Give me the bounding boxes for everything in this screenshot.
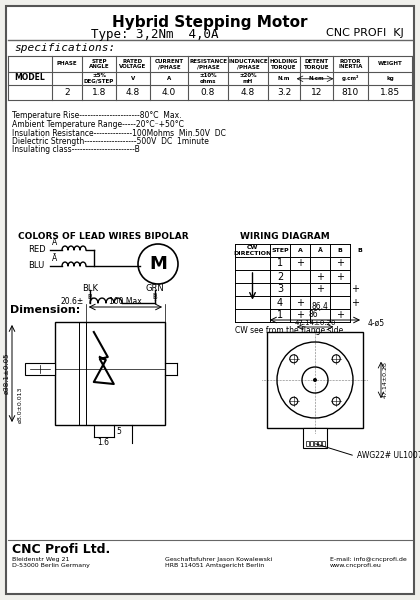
Bar xyxy=(55,322,165,425)
Text: ø8.0±0.013: ø8.0±0.013 xyxy=(18,387,23,423)
Circle shape xyxy=(313,378,317,382)
Text: MODEL: MODEL xyxy=(15,73,45,82)
Text: Dimension:: Dimension: xyxy=(10,305,80,315)
Text: kg: kg xyxy=(386,76,394,81)
Text: Geschaftsfuhrer Jason Kowalewski
HRB 114051 Amtsgericht Berlin: Geschaftsfuhrer Jason Kowalewski HRB 114… xyxy=(165,557,273,568)
Text: +: + xyxy=(351,298,359,307)
Text: ø38.1±0.05: ø38.1±0.05 xyxy=(4,353,10,394)
Text: Temperature Rise----------------------80°C  Max.: Temperature Rise----------------------80… xyxy=(12,112,181,121)
Text: COLORS OF LEAD WIRES BIPOLAR: COLORS OF LEAD WIRES BIPOLAR xyxy=(18,232,189,241)
Text: 3: 3 xyxy=(277,284,283,295)
Text: B̅: B̅ xyxy=(152,294,158,300)
Text: 1: 1 xyxy=(277,311,283,320)
Text: specifications:: specifications: xyxy=(14,43,115,53)
Text: B: B xyxy=(88,294,92,300)
Text: 20.6±: 20.6± xyxy=(60,297,84,306)
Text: 100 Max: 100 Max xyxy=(109,297,142,306)
Text: GRN: GRN xyxy=(146,284,164,293)
Text: B: B xyxy=(338,248,342,253)
Text: 3.2: 3.2 xyxy=(277,88,291,97)
Text: Dielectric Strength-------------------500V  DC  1minute: Dielectric Strength-------------------50… xyxy=(12,137,209,146)
Text: 4.8: 4.8 xyxy=(126,88,140,97)
Text: CNC Profi Ltd.: CNC Profi Ltd. xyxy=(12,543,110,556)
Text: 86´: 86´ xyxy=(308,310,322,319)
Text: Insulating class-----------------------B: Insulating class-----------------------B xyxy=(12,145,140,154)
Text: WEIGHT: WEIGHT xyxy=(378,61,402,67)
Text: M: M xyxy=(149,255,167,273)
Text: E-mail: info@cncprofi.de
www.cncprofi.eu: E-mail: info@cncprofi.de www.cncprofi.eu xyxy=(330,557,407,568)
Text: 1: 1 xyxy=(277,259,283,269)
Text: ±20%
mH: ±20% mH xyxy=(239,73,257,83)
Text: Ā: Ā xyxy=(52,254,57,263)
Text: 5: 5 xyxy=(116,427,121,436)
Text: 1.8: 1.8 xyxy=(92,88,106,97)
Text: PHASE: PHASE xyxy=(57,61,77,67)
Text: +: + xyxy=(296,311,304,320)
Text: N.m: N.m xyxy=(278,76,290,81)
Text: Ā: Ā xyxy=(318,248,323,253)
Text: B̅: B̅ xyxy=(357,248,362,253)
Text: A: A xyxy=(167,76,171,81)
Text: 2: 2 xyxy=(64,88,70,97)
Text: 12: 12 xyxy=(311,88,322,97)
Text: 0.8: 0.8 xyxy=(201,88,215,97)
Text: +: + xyxy=(296,259,304,269)
Text: AWG22# UL1007: AWG22# UL1007 xyxy=(357,451,420,461)
Text: BLK: BLK xyxy=(82,284,98,293)
Text: 810: 810 xyxy=(342,88,359,97)
Text: HOLDING
TORQUE: HOLDING TORQUE xyxy=(270,59,298,70)
Text: +: + xyxy=(296,298,304,307)
Text: 4.0: 4.0 xyxy=(162,88,176,97)
Text: 86.4: 86.4 xyxy=(312,302,328,311)
Text: 2: 2 xyxy=(277,271,283,281)
Bar xyxy=(305,441,309,446)
Text: ±10%
ohms: ±10% ohms xyxy=(199,73,217,83)
Text: ±5%
DEG/STEP: ±5% DEG/STEP xyxy=(84,73,114,83)
Text: STEP: STEP xyxy=(271,248,289,253)
Text: g.cm²: g.cm² xyxy=(342,75,359,81)
Bar xyxy=(321,441,325,446)
Text: A: A xyxy=(297,248,302,253)
Text: Ambient Temperature Range-----20°C⁻+50°C: Ambient Temperature Range-----20°C⁻+50°C xyxy=(12,120,184,129)
Bar xyxy=(313,441,317,446)
Text: Bleidenstr Weg 21
D-53000 Berlin Germany: Bleidenstr Weg 21 D-53000 Berlin Germany xyxy=(12,557,90,568)
Text: CW see from the flange side: CW see from the flange side xyxy=(235,326,343,335)
Bar xyxy=(303,428,327,448)
Text: 1.6: 1.6 xyxy=(97,438,110,447)
Text: +: + xyxy=(336,259,344,269)
Bar xyxy=(267,332,363,428)
Text: +: + xyxy=(316,271,324,281)
Text: 4-ø5: 4-ø5 xyxy=(368,319,385,328)
Text: 47.14±0.28: 47.14±0.28 xyxy=(383,362,388,398)
Text: A: A xyxy=(52,238,57,247)
Text: Hybrid Stepping Motor: Hybrid Stepping Motor xyxy=(112,15,308,30)
Text: 4.8: 4.8 xyxy=(241,88,255,97)
Text: Insulation Resistance--------------100Mohms  Min.50V  DC: Insulation Resistance--------------100Mo… xyxy=(12,128,226,137)
Text: RED: RED xyxy=(28,245,46,254)
Text: 4: 4 xyxy=(277,298,283,307)
Text: +: + xyxy=(336,271,344,281)
Text: 1.85: 1.85 xyxy=(380,88,400,97)
Text: RESISTANCE
/PHASE: RESISTANCE /PHASE xyxy=(189,59,227,70)
Text: CNC PROFI  KJ: CNC PROFI KJ xyxy=(326,28,404,38)
Text: V: V xyxy=(131,76,135,81)
Text: +: + xyxy=(336,311,344,320)
Text: RATED
VOLTAGE: RATED VOLTAGE xyxy=(119,59,147,70)
Text: DETENT
TORQUE: DETENT TORQUE xyxy=(304,59,329,70)
Text: 47.14±0.20: 47.14±0.20 xyxy=(294,320,336,326)
Text: BLU: BLU xyxy=(28,262,44,271)
Text: INDUCTANCE
/PHASE: INDUCTANCE /PHASE xyxy=(228,59,268,70)
Text: CURRENT
/PHASE: CURRENT /PHASE xyxy=(155,59,184,70)
Text: ROTOR
INERTIA: ROTOR INERTIA xyxy=(339,59,363,70)
Bar xyxy=(310,441,312,446)
Text: +: + xyxy=(316,284,324,295)
Text: +: + xyxy=(351,284,359,295)
Text: CW
DIRECTION: CW DIRECTION xyxy=(234,245,272,256)
Text: WIRING DIAGRAM: WIRING DIAGRAM xyxy=(240,232,330,241)
Text: STEP
ANGLE: STEP ANGLE xyxy=(89,59,109,70)
Bar xyxy=(25,362,55,374)
Bar xyxy=(318,441,320,446)
Text: Type: 3,2Nm  4,0A: Type: 3,2Nm 4,0A xyxy=(91,28,219,41)
Text: N.cm: N.cm xyxy=(309,76,324,81)
